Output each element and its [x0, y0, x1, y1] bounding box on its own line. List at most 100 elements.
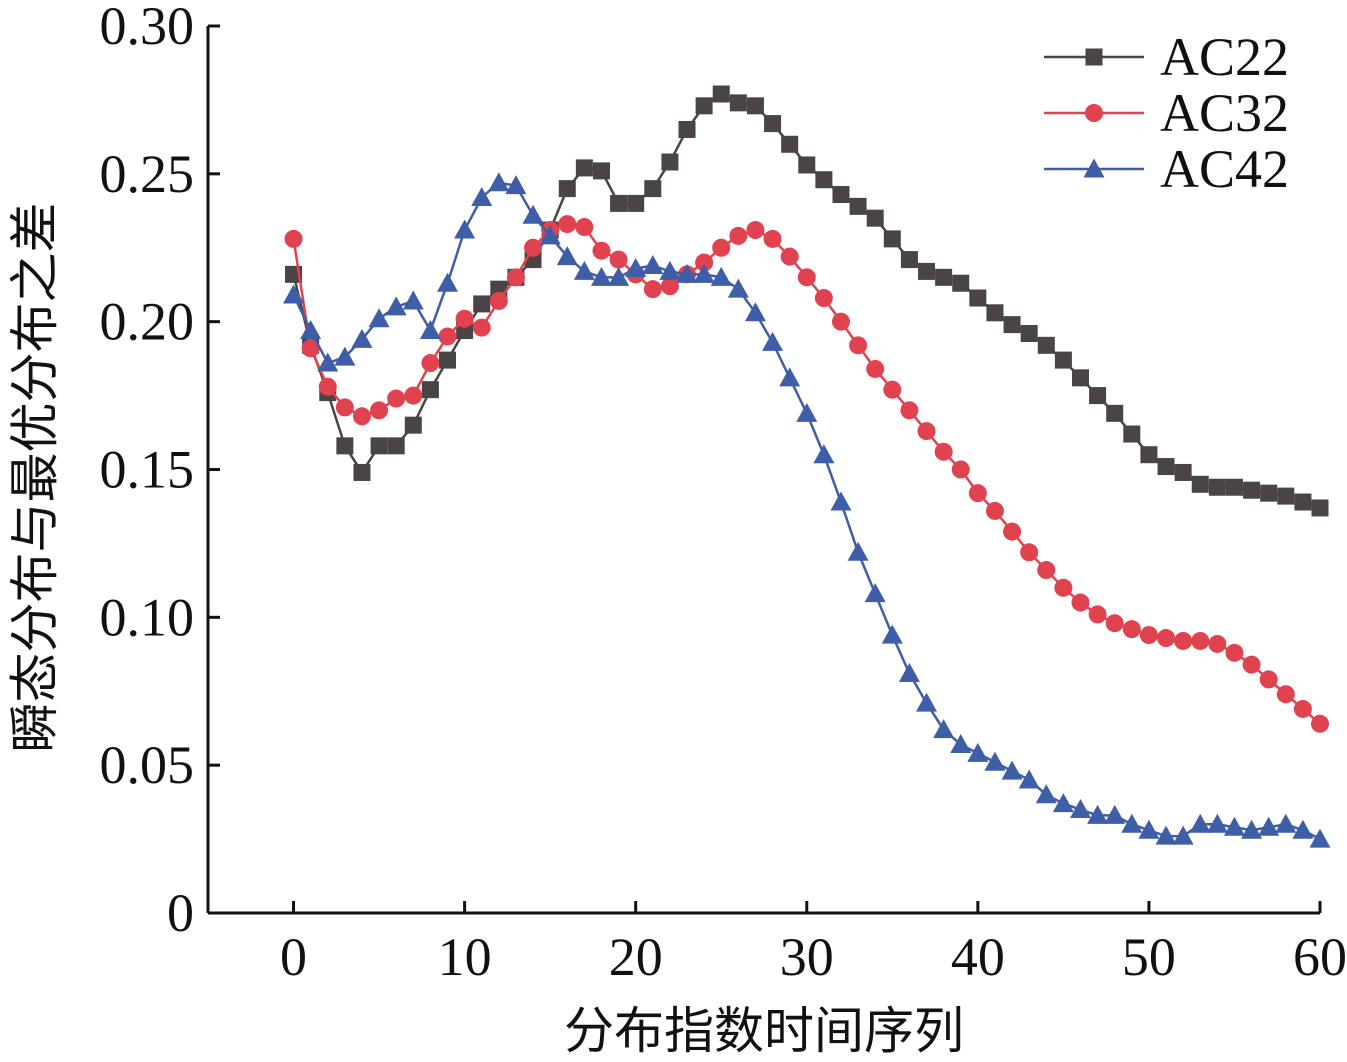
- data-point-ac42: [368, 308, 390, 328]
- data-point-ac42: [693, 263, 715, 283]
- y-tick-label: 0.15: [100, 440, 195, 500]
- data-point-ac22: [353, 463, 371, 481]
- data-point-ac42: [1189, 813, 1211, 833]
- data-point-ac32: [318, 377, 337, 396]
- data-point-ac22: [1106, 404, 1124, 422]
- data-point-ac42: [847, 541, 869, 561]
- data-point-ac22: [627, 194, 645, 212]
- data-point-ac22: [1003, 316, 1021, 334]
- series-group: [283, 85, 1331, 848]
- data-point-ac42: [590, 266, 612, 286]
- data-point-ac22: [849, 197, 867, 215]
- data-point-ac42: [1018, 769, 1040, 789]
- data-point-ac42: [642, 254, 664, 274]
- x-tick-label: 20: [609, 927, 663, 987]
- data-point-ac42: [830, 491, 852, 511]
- series-ac22: [285, 85, 1329, 517]
- data-point-ac22: [1277, 487, 1295, 505]
- data-point-ac32: [575, 218, 594, 237]
- data-point-ac22: [421, 381, 439, 399]
- x-axis-title: 分布指数时间序列: [564, 1002, 964, 1060]
- data-point-ac42: [625, 257, 647, 277]
- data-point-ac42: [385, 296, 407, 316]
- data-point-ac42: [1001, 760, 1023, 780]
- x-tick-label: 50: [1122, 927, 1176, 987]
- data-point-ac22: [678, 120, 696, 138]
- data-point-ac32: [763, 229, 782, 248]
- data-point-ac22: [1208, 478, 1226, 496]
- data-point-ac22: [712, 85, 730, 103]
- data-point-ac42: [317, 352, 339, 372]
- data-point-ac42: [881, 624, 903, 644]
- data-point-ac42: [1121, 813, 1143, 833]
- data-point-ac22: [1071, 369, 1089, 387]
- data-point-ac22: [404, 416, 422, 434]
- data-point-ac42: [676, 263, 698, 283]
- data-point-ac32: [301, 339, 320, 358]
- data-point-ac32: [660, 277, 679, 296]
- data-point-ac42: [351, 328, 373, 348]
- data-point-ac32: [814, 289, 833, 308]
- y-tick-label: 0.20: [100, 292, 195, 352]
- data-point-ac32: [1139, 626, 1158, 645]
- data-point-ac22: [370, 437, 388, 455]
- data-point-ac32: [849, 336, 868, 355]
- data-point-ac22: [439, 351, 457, 369]
- x-tick-label: 10: [438, 927, 492, 987]
- data-point-ac22: [1089, 387, 1107, 405]
- data-point-ac42: [608, 266, 630, 286]
- data-point-ac32: [951, 460, 970, 479]
- data-point-ac22: [935, 268, 953, 286]
- data-point-ac32: [352, 407, 371, 426]
- data-point-ac42: [933, 719, 955, 739]
- data-point-ac32: [643, 280, 662, 299]
- data-point-ac32: [1276, 685, 1295, 704]
- data-point-ac32: [1311, 714, 1329, 733]
- data-point-ac42: [522, 204, 544, 224]
- data-point-ac42: [556, 246, 578, 266]
- data-point-ac32: [404, 386, 423, 405]
- data-point-ac22: [798, 156, 816, 174]
- data-point-ac32: [506, 268, 525, 287]
- data-point-ac22: [1174, 463, 1192, 481]
- data-point-ac22: [661, 153, 679, 171]
- data-point-ac42: [1241, 819, 1263, 839]
- data-point-ac42: [864, 583, 886, 603]
- y-axis-title: 瞬态分布与最优分布之差: [6, 203, 64, 753]
- data-point-ac22: [1037, 336, 1055, 354]
- axes: 0 10 20 30 40 50 60 0 0.05 0.10 0.15 0.20 0.25 0.30: [100, 0, 1347, 987]
- data-point-ac42: [762, 331, 784, 351]
- data-point-ac42: [1309, 828, 1331, 848]
- data-point-ac42: [419, 320, 441, 340]
- data-point-ac32: [1088, 605, 1107, 624]
- data-point-ac22: [969, 289, 987, 307]
- data-point-ac32: [558, 215, 577, 234]
- series-ac32: [284, 215, 1329, 733]
- data-point-ac32: [1003, 522, 1022, 541]
- data-point-ac42: [1052, 793, 1074, 813]
- data-point-ac42: [813, 444, 835, 464]
- data-point-ac42: [710, 266, 732, 286]
- data-point-ac32: [284, 229, 303, 248]
- data-point-ac32: [866, 359, 885, 378]
- data-point-ac22: [575, 159, 593, 177]
- data-point-ac22: [746, 97, 764, 115]
- data-point-ac42: [1292, 819, 1314, 839]
- data-point-ac42: [984, 751, 1006, 771]
- data-point-ac42: [916, 692, 938, 712]
- series-ac42: [283, 172, 1331, 848]
- data-point-ac32: [831, 312, 850, 331]
- y-tick-label: 0.05: [100, 735, 195, 795]
- data-point-ac32: [1259, 670, 1278, 689]
- y-tick-label: 0.10: [100, 587, 195, 647]
- data-point-ac32: [968, 484, 987, 503]
- data-point-ac32: [1157, 629, 1176, 648]
- legend-item-ac32: AC32: [1044, 83, 1289, 143]
- legend-item-ac22: AC22: [1044, 27, 1289, 87]
- data-point-ac42: [1223, 816, 1245, 836]
- data-point-ac42: [1138, 819, 1160, 839]
- data-point-ac22: [387, 437, 405, 455]
- data-point-ac22: [781, 135, 799, 153]
- data-point-ac32: [1054, 578, 1073, 597]
- data-point-ac22: [764, 115, 782, 133]
